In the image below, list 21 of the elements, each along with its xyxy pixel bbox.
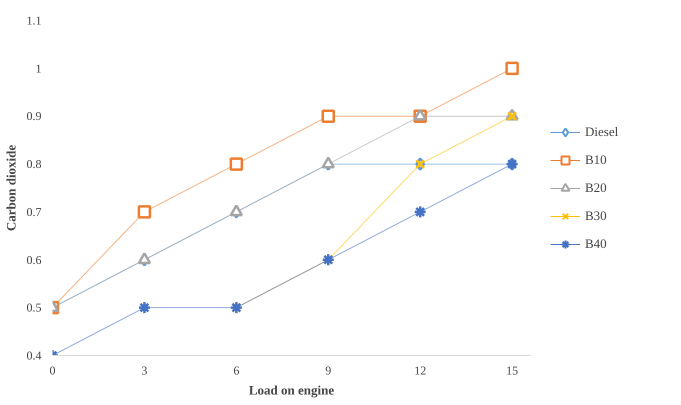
y-tick-label: 1 bbox=[36, 61, 42, 76]
y-tick-label: 0.6 bbox=[26, 252, 42, 267]
x-tick-label: 12 bbox=[414, 364, 426, 378]
x-tick-label: 6 bbox=[233, 364, 240, 378]
legend-label: B20 bbox=[585, 180, 607, 196]
legend-label: B40 bbox=[585, 236, 607, 252]
x-tick-label: 3 bbox=[141, 364, 148, 378]
y-tick-label: 0.7 bbox=[26, 204, 42, 219]
x-tick-label: 15 bbox=[506, 364, 518, 378]
y-tick-label: 0.9 bbox=[26, 109, 42, 124]
y-tick-label: 1.1 bbox=[26, 14, 42, 28]
y-tick-label: 0.8 bbox=[26, 157, 42, 172]
x-axis-title: Load on engine bbox=[248, 382, 334, 398]
y-tick-label: 0.5 bbox=[26, 300, 42, 315]
x-tick-label: 9 bbox=[325, 364, 332, 378]
y-tick-label: 0.4 bbox=[26, 348, 42, 362]
y-axis-title: Carbon dioxide bbox=[4, 144, 18, 232]
legend-label: Diesel bbox=[585, 124, 618, 140]
x-tick-label: 0 bbox=[50, 364, 56, 378]
legend-label: B10 bbox=[585, 152, 607, 168]
legend-label: B30 bbox=[585, 208, 607, 224]
